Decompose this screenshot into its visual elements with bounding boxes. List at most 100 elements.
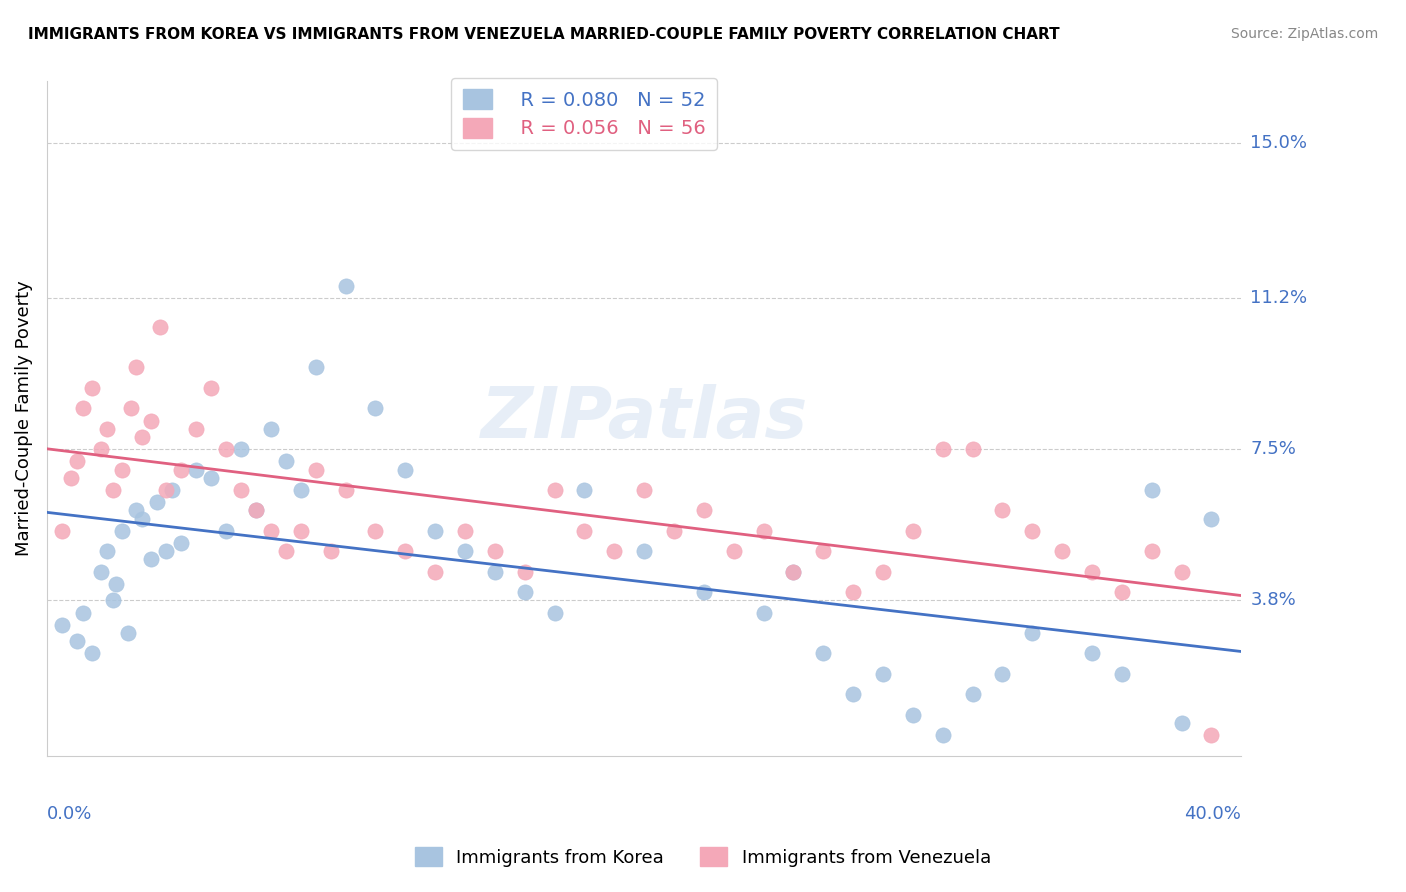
Point: [1081, 647, 1104, 661]
Point: [80, 381, 103, 395]
Point: [335, 278, 357, 293]
Text: 40.0%: 40.0%: [1184, 805, 1241, 822]
Point: [842, 687, 865, 701]
Text: 0.0%: 0.0%: [46, 805, 93, 822]
Point: [962, 687, 984, 701]
Point: [662, 524, 685, 538]
Point: [872, 666, 894, 681]
Text: 11.2%: 11.2%: [1250, 289, 1308, 307]
Point: [872, 565, 894, 579]
Point: [633, 544, 655, 558]
Point: [723, 544, 745, 558]
Point: [1140, 544, 1163, 558]
Text: 7.5%: 7.5%: [1250, 440, 1296, 458]
Point: [752, 524, 775, 538]
Point: [96, 422, 118, 436]
Point: [1111, 666, 1133, 681]
Point: [141, 413, 163, 427]
Point: [149, 319, 172, 334]
Text: ZIPatlas: ZIPatlas: [481, 384, 808, 453]
Point: [693, 503, 716, 517]
Point: [633, 483, 655, 497]
Point: [80, 647, 103, 661]
Point: [72, 401, 94, 416]
Point: [752, 606, 775, 620]
Text: Source: ZipAtlas.com: Source: ZipAtlas.com: [1230, 27, 1378, 41]
Point: [543, 483, 565, 497]
Point: [290, 524, 312, 538]
Point: [125, 360, 148, 375]
Point: [96, 544, 118, 558]
Point: [543, 606, 565, 620]
Point: [574, 524, 596, 538]
Point: [101, 483, 124, 497]
Point: [274, 454, 297, 468]
Point: [90, 565, 112, 579]
Point: [1201, 728, 1223, 742]
Point: [991, 666, 1014, 681]
Point: [513, 565, 536, 579]
Point: [120, 401, 142, 416]
Point: [51, 524, 73, 538]
Point: [1111, 585, 1133, 599]
Point: [394, 544, 416, 558]
Point: [901, 524, 924, 538]
Point: [215, 442, 238, 457]
Point: [1021, 524, 1043, 538]
Point: [90, 442, 112, 457]
Point: [423, 524, 446, 538]
Point: [155, 483, 177, 497]
Legend:   R = 0.080   N = 52,   R = 0.056   N = 56: R = 0.080 N = 52, R = 0.056 N = 56: [451, 78, 717, 150]
Point: [274, 544, 297, 558]
Point: [72, 606, 94, 620]
Point: [319, 544, 342, 558]
Point: [141, 552, 163, 566]
Point: [290, 483, 312, 497]
Point: [484, 565, 506, 579]
Point: [304, 360, 326, 375]
Point: [117, 626, 139, 640]
Point: [335, 483, 357, 497]
Point: [101, 593, 124, 607]
Point: [186, 422, 208, 436]
Point: [131, 511, 153, 525]
Point: [574, 483, 596, 497]
Point: [304, 462, 326, 476]
Point: [901, 707, 924, 722]
Point: [813, 647, 835, 661]
Point: [260, 524, 283, 538]
Text: 15.0%: 15.0%: [1250, 134, 1308, 152]
Point: [1170, 565, 1192, 579]
Point: [513, 585, 536, 599]
Point: [125, 503, 148, 517]
Point: [1201, 511, 1223, 525]
Point: [454, 544, 477, 558]
Text: IMMIGRANTS FROM KOREA VS IMMIGRANTS FROM VENEZUELA MARRIED-COUPLE FAMILY POVERTY: IMMIGRANTS FROM KOREA VS IMMIGRANTS FROM…: [28, 27, 1060, 42]
Point: [693, 585, 716, 599]
Point: [170, 536, 193, 550]
Y-axis label: Married-Couple Family Poverty: Married-Couple Family Poverty: [15, 281, 32, 557]
Point: [66, 454, 89, 468]
Point: [991, 503, 1014, 517]
Point: [1050, 544, 1073, 558]
Point: [110, 462, 132, 476]
Point: [364, 524, 387, 538]
Point: [1081, 565, 1104, 579]
Point: [364, 401, 387, 416]
Point: [200, 471, 222, 485]
Point: [932, 442, 955, 457]
Point: [1021, 626, 1043, 640]
Point: [155, 544, 177, 558]
Point: [1140, 483, 1163, 497]
Point: [1170, 715, 1192, 730]
Point: [245, 503, 267, 517]
Text: 3.8%: 3.8%: [1250, 591, 1296, 609]
Point: [186, 462, 208, 476]
Point: [146, 495, 169, 509]
Point: [603, 544, 626, 558]
Point: [484, 544, 506, 558]
Point: [162, 483, 184, 497]
Point: [782, 565, 804, 579]
Point: [454, 524, 477, 538]
Point: [170, 462, 193, 476]
